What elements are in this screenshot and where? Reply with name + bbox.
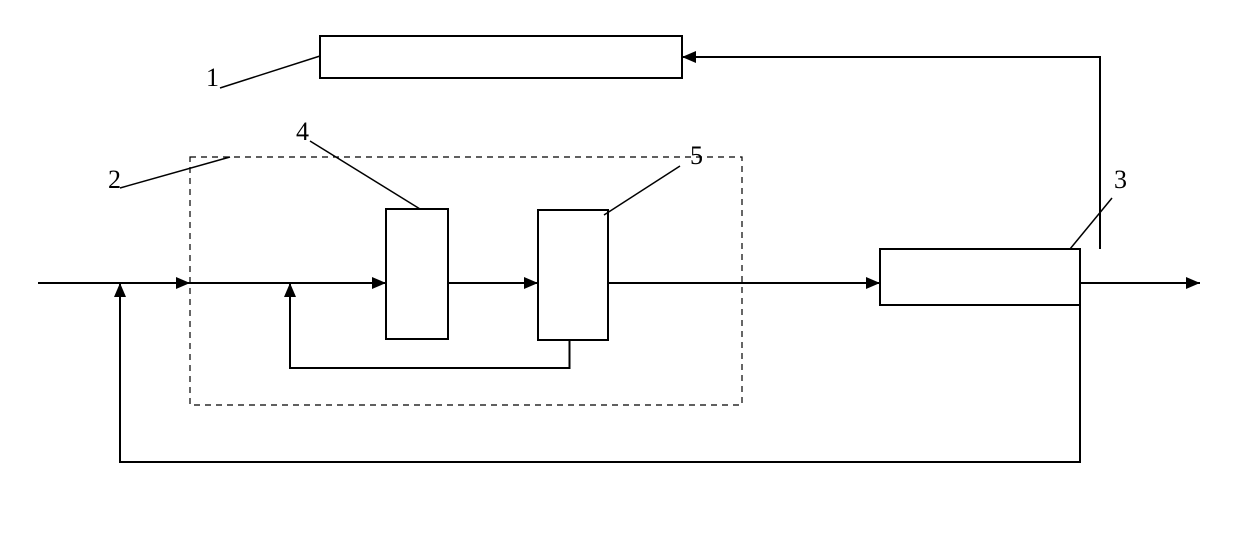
callout-c3	[1070, 198, 1112, 249]
callout-c1	[220, 56, 320, 88]
label-l3: 3	[1114, 165, 1127, 194]
callout-c5	[604, 166, 680, 215]
node-b3	[880, 249, 1080, 305]
node-b5	[538, 210, 608, 340]
edge-b3-to-b1	[682, 57, 1100, 249]
node-b4	[386, 209, 448, 339]
label-l4: 4	[296, 117, 309, 146]
block-diagram: 1 2 3 4 5	[0, 0, 1240, 538]
node-b1	[320, 36, 682, 78]
label-l2: 2	[108, 165, 121, 194]
label-l5: 5	[690, 141, 703, 170]
label-l1: 1	[206, 63, 219, 92]
callout-c4	[310, 141, 420, 209]
callout-c2	[120, 157, 230, 188]
